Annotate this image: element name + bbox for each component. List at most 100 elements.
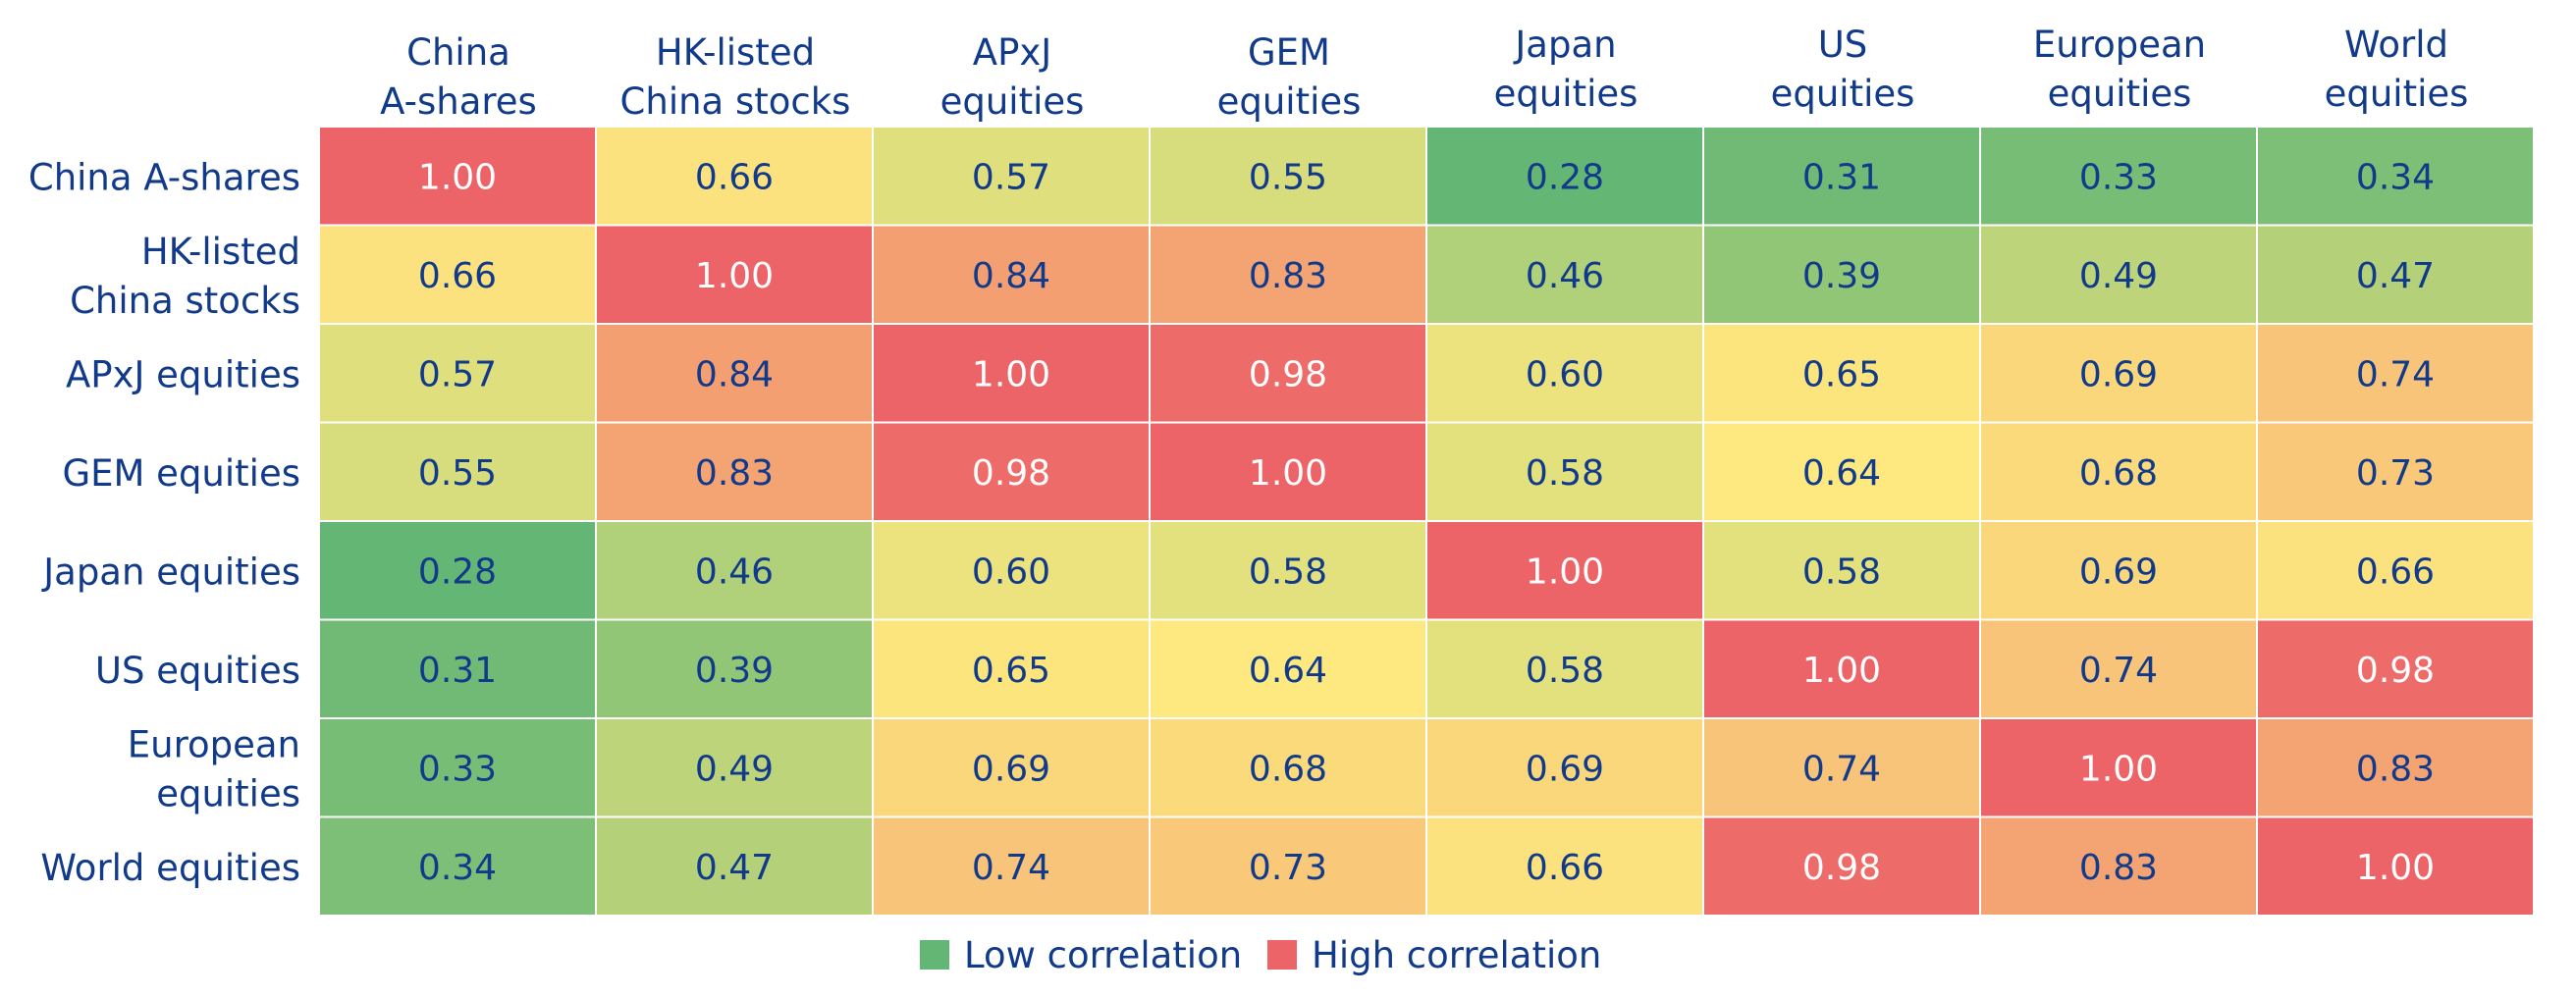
heatmap-cell-value-r8-c3: 0.74 bbox=[972, 848, 1050, 888]
heatmap-cell-value-r2-c7: 0.49 bbox=[2079, 256, 2158, 296]
row-labels: China A-shares HK-listed China stocks APxJ … bbox=[28, 156, 300, 889]
heatmap-cell-value-r2-c4: 0.83 bbox=[1249, 256, 1327, 296]
legend-label-low: Low correlation bbox=[964, 934, 1242, 976]
heatmap-cell-value-r5-c5: 1.00 bbox=[1526, 551, 1604, 592]
heatmap-cell-r4-c8 bbox=[2258, 423, 2533, 520]
heatmap-cell-value-r6-c7: 0.74 bbox=[2079, 651, 2158, 691]
heatmap-cell-r8-c4 bbox=[1151, 817, 1425, 915]
heatmap-cell-value-r2-c2: 1.00 bbox=[695, 256, 774, 296]
legend-swatch-high bbox=[1267, 940, 1297, 970]
heatmap-cell-r3-c6 bbox=[1704, 325, 1979, 422]
heatmap-cell-r5-c4 bbox=[1151, 522, 1425, 619]
heatmap-cell-value-r4-c4: 1.00 bbox=[1249, 453, 1327, 494]
heatmap-cell-r4-c6 bbox=[1704, 423, 1979, 520]
heatmap-cell-value-r1-c6: 0.31 bbox=[1802, 157, 1881, 197]
heatmap-cell-value-r4-c6: 0.64 bbox=[1802, 453, 1881, 494]
heatmap-cell-value-r7-c2: 0.49 bbox=[695, 749, 774, 789]
heatmap-cell-r4-c7 bbox=[1981, 423, 2256, 520]
heatmap-cell-value-r6-c8: 0.98 bbox=[2356, 651, 2435, 691]
heatmap-cell-r1-c6 bbox=[1704, 128, 1979, 225]
heatmap-cell-r8-c2 bbox=[597, 817, 872, 915]
row-label-hk-listed-china-stocks: HK-listed China stocks bbox=[70, 231, 300, 322]
heatmap-cell-r5-c1 bbox=[320, 522, 595, 619]
heatmap-cell-value-r2-c8: 0.47 bbox=[2356, 256, 2435, 296]
heatmap-cell-r3-c1 bbox=[320, 325, 595, 422]
heatmap-cell-r3-c7 bbox=[1981, 325, 2256, 422]
heatmap-cell-value-r4-c5: 0.58 bbox=[1526, 453, 1604, 494]
heatmap-cell-value-r6-c6: 1.00 bbox=[1802, 651, 1881, 691]
column-label-china-a-shares: China A-shares bbox=[380, 31, 537, 123]
heatmap-cell-r1-c5 bbox=[1427, 128, 1702, 225]
heatmap-cell-r3-c8 bbox=[2258, 325, 2533, 422]
heatmap-cell-value-r2-c1: 0.66 bbox=[418, 256, 497, 296]
heatmap-cell-r1-c7 bbox=[1981, 128, 2256, 225]
heatmap-cell-r6-c3 bbox=[874, 620, 1149, 717]
heatmap-cell-value-r1-c1: 1.00 bbox=[418, 157, 497, 197]
heatmap-cell-r2-c2 bbox=[597, 226, 872, 323]
heatmap-cell-r1-c2 bbox=[597, 128, 872, 225]
heatmap-cell-value-r4-c1: 0.55 bbox=[418, 453, 497, 494]
heatmap-cell-r6-c8 bbox=[2258, 620, 2533, 717]
row-label-china-a-shares: China A-shares bbox=[28, 156, 300, 198]
column-label-european-equities: European equities bbox=[2033, 24, 2206, 115]
heatmap-cell-r5-c3 bbox=[874, 522, 1149, 619]
heatmap-cell-value-r3-c6: 0.65 bbox=[1802, 354, 1881, 394]
heatmap-cell-r5-c7 bbox=[1981, 522, 2256, 619]
heatmap-cell-r2-c4 bbox=[1151, 226, 1425, 323]
column-label-japan-equities: Japan equities bbox=[1494, 24, 1638, 115]
heatmap-cell-value-r7-c6: 0.74 bbox=[1802, 749, 1881, 789]
heatmap-cell-r3-c3 bbox=[874, 325, 1149, 422]
heatmap-cell-value-r8-c2: 0.47 bbox=[695, 848, 774, 888]
heatmap-cell-r2-c8 bbox=[2258, 226, 2533, 323]
heatmap-cell-value-r2-c3: 0.84 bbox=[972, 256, 1050, 296]
heatmap-cell-r2-c7 bbox=[1981, 226, 2256, 323]
heatmap-cell-value-r8-c6: 0.98 bbox=[1802, 848, 1881, 888]
legend-swatch-low bbox=[920, 940, 949, 970]
heatmap-cell-r1-c1 bbox=[320, 128, 595, 225]
heatmap-cell-value-r1-c5: 0.28 bbox=[1526, 157, 1604, 197]
heatmap-cell-value-r3-c7: 0.69 bbox=[2079, 354, 2158, 394]
heatmap-cell-r6-c4 bbox=[1151, 620, 1425, 717]
heatmap-cell-value-r3-c3: 1.00 bbox=[972, 354, 1050, 394]
heatmap-cell-value-r7-c1: 0.33 bbox=[418, 749, 497, 789]
row-label-world-equities: World equities bbox=[40, 847, 300, 889]
heatmap-cell-r2-c3 bbox=[874, 226, 1149, 323]
heatmap-cell-value-r7-c3: 0.69 bbox=[972, 749, 1050, 789]
heatmap-cell-r8-c7 bbox=[1981, 817, 2256, 915]
row-label-european-equities: European equities bbox=[128, 723, 300, 814]
heatmap-cell-r1-c8 bbox=[2258, 128, 2533, 225]
heatmap-cell-r4-c2 bbox=[597, 423, 872, 520]
heatmap-cell-r8-c8 bbox=[2258, 817, 2533, 915]
heatmap-cell-value-r8-c8: 1.00 bbox=[2356, 848, 2435, 888]
heatmap-cell-r6-c1 bbox=[320, 620, 595, 717]
heatmap-cell-r4-c5 bbox=[1427, 423, 1702, 520]
heatmap-cell-r3-c5 bbox=[1427, 325, 1702, 422]
heatmap-cell-value-r8-c7: 0.83 bbox=[2079, 848, 2158, 888]
heatmap-cell-value-r6-c2: 0.39 bbox=[695, 651, 774, 691]
heatmap-cell-r1-c3 bbox=[874, 128, 1149, 225]
heatmap-cell-r6-c7 bbox=[1981, 620, 2256, 717]
row-label-gem-equities: GEM equities bbox=[62, 452, 300, 495]
heatmap-cell-r8-c6 bbox=[1704, 817, 1979, 915]
heatmap-cell-r7-c2 bbox=[597, 719, 872, 816]
heatmap-cell-value-r6-c5: 0.58 bbox=[1526, 651, 1604, 691]
heatmap-cell-value-r5-c2: 0.46 bbox=[695, 551, 774, 592]
heatmap-cell-r7-c3 bbox=[874, 719, 1149, 816]
column-label-gem-equities: GEM equities bbox=[1217, 31, 1362, 123]
heatmap-cells: 1.00 0.66 0.57 0.55 0.28 0.31 0.33 0.34 0.66 1.00… bbox=[320, 128, 2533, 915]
column-labels: China A-shares HK-listed China stocks APxJ eq… bbox=[380, 24, 2468, 123]
legend: Low correlation High correlation bbox=[920, 934, 1601, 976]
column-label-apxj-equities: APxJ equities bbox=[940, 31, 1085, 123]
heatmap-cell-r2-c1 bbox=[320, 226, 595, 323]
heatmap-cell-value-r1-c8: 0.34 bbox=[2356, 157, 2435, 197]
heatmap-cell-r5-c2 bbox=[597, 522, 872, 619]
heatmap-cell-value-r3-c2: 0.84 bbox=[695, 354, 774, 394]
heatmap-cell-r7-c6 bbox=[1704, 719, 1979, 816]
heatmap-cell-r6-c2 bbox=[597, 620, 872, 717]
heatmap-cell-value-r6-c1: 0.31 bbox=[418, 651, 497, 691]
heatmap-cell-value-r3-c5: 0.60 bbox=[1526, 354, 1604, 394]
heatmap-cell-r7-c1 bbox=[320, 719, 595, 816]
heatmap-cell-value-r3-c4: 0.98 bbox=[1249, 354, 1327, 394]
heatmap-cell-value-r5-c8: 0.66 bbox=[2356, 551, 2435, 592]
